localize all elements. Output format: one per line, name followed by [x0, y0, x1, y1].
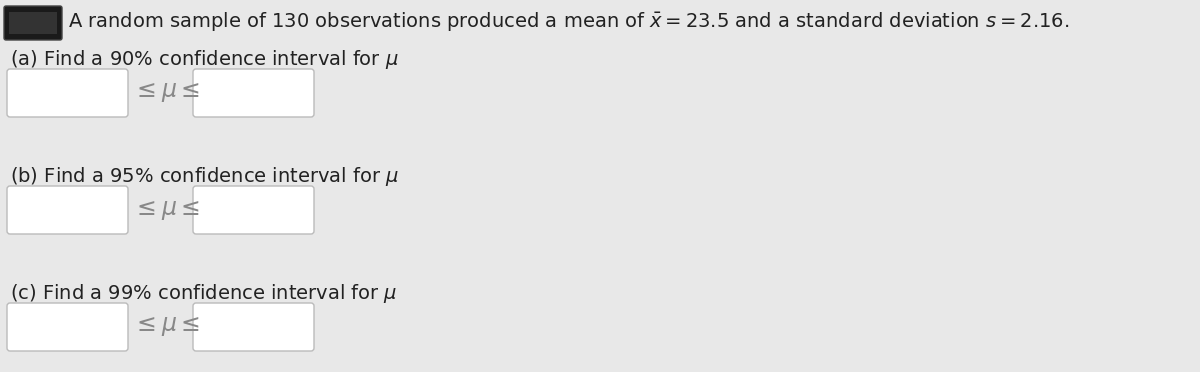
Text: $\leq\mu\leq$: $\leq\mu\leq$	[132, 315, 200, 339]
Text: (b) Find a $\it{95}$% confidence interval for $\mu$: (b) Find a $\it{95}$% confidence interva…	[10, 165, 400, 188]
FancyBboxPatch shape	[193, 303, 314, 351]
FancyBboxPatch shape	[7, 69, 128, 117]
FancyBboxPatch shape	[193, 186, 314, 234]
FancyBboxPatch shape	[10, 12, 58, 34]
Text: A random sample of $130$ observations produced a mean of $\bar{x} = 23.5$ and a : A random sample of $130$ observations pr…	[68, 10, 1069, 33]
Text: (c) Find a $\it{99}$% confidence interval for $\mu$: (c) Find a $\it{99}$% confidence interva…	[10, 282, 397, 305]
FancyBboxPatch shape	[7, 186, 128, 234]
FancyBboxPatch shape	[4, 6, 62, 40]
FancyBboxPatch shape	[7, 303, 128, 351]
Text: $\leq\mu\leq$: $\leq\mu\leq$	[132, 81, 200, 105]
FancyBboxPatch shape	[193, 69, 314, 117]
Text: $\leq\mu\leq$: $\leq\mu\leq$	[132, 199, 200, 221]
Text: (a) Find a $\it{90}$% confidence interval for $\mu$: (a) Find a $\it{90}$% confidence interva…	[10, 48, 398, 71]
